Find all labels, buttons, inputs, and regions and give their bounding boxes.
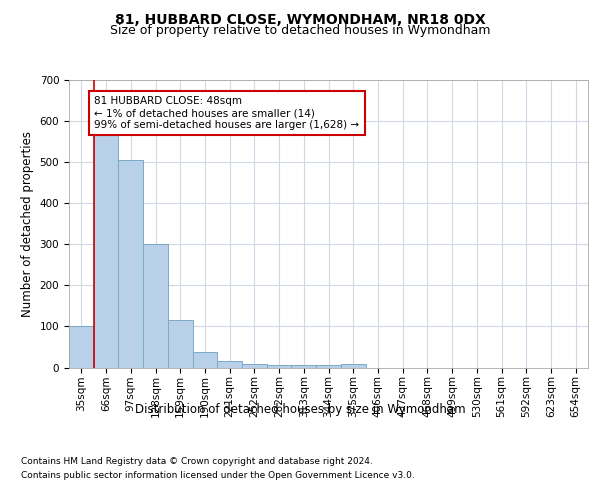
Text: Contains HM Land Registry data © Crown copyright and database right 2024.: Contains HM Land Registry data © Crown c… [21,458,373,466]
Bar [242,364,267,368]
Text: Size of property relative to detached houses in Wymondham: Size of property relative to detached ho… [110,24,490,37]
Bar [69,326,94,368]
Bar [292,366,316,368]
Text: 81 HUBBARD CLOSE: 48sqm
← 1% of detached houses are smaller (14)
99% of semi-det: 81 HUBBARD CLOSE: 48sqm ← 1% of detached… [94,96,359,130]
Bar [341,364,365,368]
Bar [143,244,168,368]
Bar [94,130,118,368]
Text: Contains public sector information licensed under the Open Government Licence v3: Contains public sector information licen… [21,471,415,480]
Bar [316,366,341,368]
Bar [193,352,217,368]
Text: 81, HUBBARD CLOSE, WYMONDHAM, NR18 0DX: 81, HUBBARD CLOSE, WYMONDHAM, NR18 0DX [115,12,485,26]
Text: Distribution of detached houses by size in Wymondham: Distribution of detached houses by size … [134,402,466,415]
Y-axis label: Number of detached properties: Number of detached properties [21,130,34,317]
Bar [217,362,242,368]
Bar [267,366,292,368]
Bar [118,160,143,368]
Bar [168,320,193,368]
